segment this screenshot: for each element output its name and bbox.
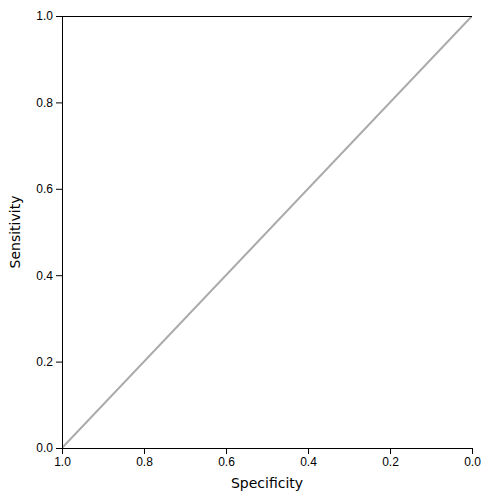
tick: 0.0 — [464, 448, 481, 469]
tick: 0.2 — [36, 355, 62, 369]
tick-label: 0.0 — [36, 441, 53, 455]
chart: 1.0 0.8 0.6 0.4 0.2 0.0 0.0 0.2 0.4 0.6 0.8 1.0 Spec… — [0, 0, 494, 500]
marks — [62, 16, 472, 448]
plot-area: 1.0 0.8 0.6 0.4 0.2 0.0 0.0 0.2 0.4 0.6 0.8 1.0 — [36, 9, 481, 468]
tick: 0.8 — [36, 96, 62, 110]
line — [62, 16, 472, 448]
tick-label: 1.0 — [36, 9, 53, 23]
tick-mark — [56, 189, 62, 190]
tick: 0.6 — [36, 182, 62, 196]
x-axis: 1.0 0.8 0.6 0.4 0.2 0.0 — [54, 448, 481, 469]
tick: 0.2 — [382, 448, 399, 469]
tick-mark — [56, 16, 62, 17]
tick: 0.0 — [36, 441, 62, 455]
tick-label: 0.2 — [36, 355, 53, 369]
tick-mark — [56, 275, 62, 276]
tick-label: 0.6 — [36, 182, 53, 196]
tick: 0.4 — [300, 448, 317, 469]
y-axis-title: Sensitivity — [7, 196, 23, 269]
tick: 0.8 — [136, 448, 153, 469]
tick-label: 0.8 — [136, 455, 153, 469]
tick-label: 1.0 — [54, 455, 71, 469]
tick-mark — [390, 448, 391, 454]
tick-label: 0.2 — [382, 455, 399, 469]
line — [62, 16, 472, 448]
tick-label: 0.0 — [464, 455, 481, 469]
tick-label: 0.4 — [36, 269, 53, 283]
tick: 1.0 — [36, 9, 62, 23]
tick: 0.6 — [218, 448, 235, 469]
tick-mark — [144, 448, 145, 454]
tick: 0.4 — [36, 269, 62, 283]
tick-mark — [56, 362, 62, 363]
axis-line — [63, 449, 473, 455]
y-axis: 0.0 0.2 0.4 0.6 0.8 1.0 — [36, 9, 62, 455]
tick-mark — [308, 448, 309, 454]
axis-line — [56, 17, 63, 449]
tick-label: 0.6 — [218, 455, 235, 469]
tick-mark — [56, 448, 62, 449]
tick-mark — [226, 448, 227, 454]
tick-mark — [472, 448, 473, 454]
tick-mark — [56, 102, 62, 103]
tick: 1.0 — [54, 448, 71, 469]
x-axis-title: Specificity — [231, 475, 303, 491]
tick-label: 0.4 — [300, 455, 317, 469]
tick-label: 0.8 — [36, 96, 53, 110]
